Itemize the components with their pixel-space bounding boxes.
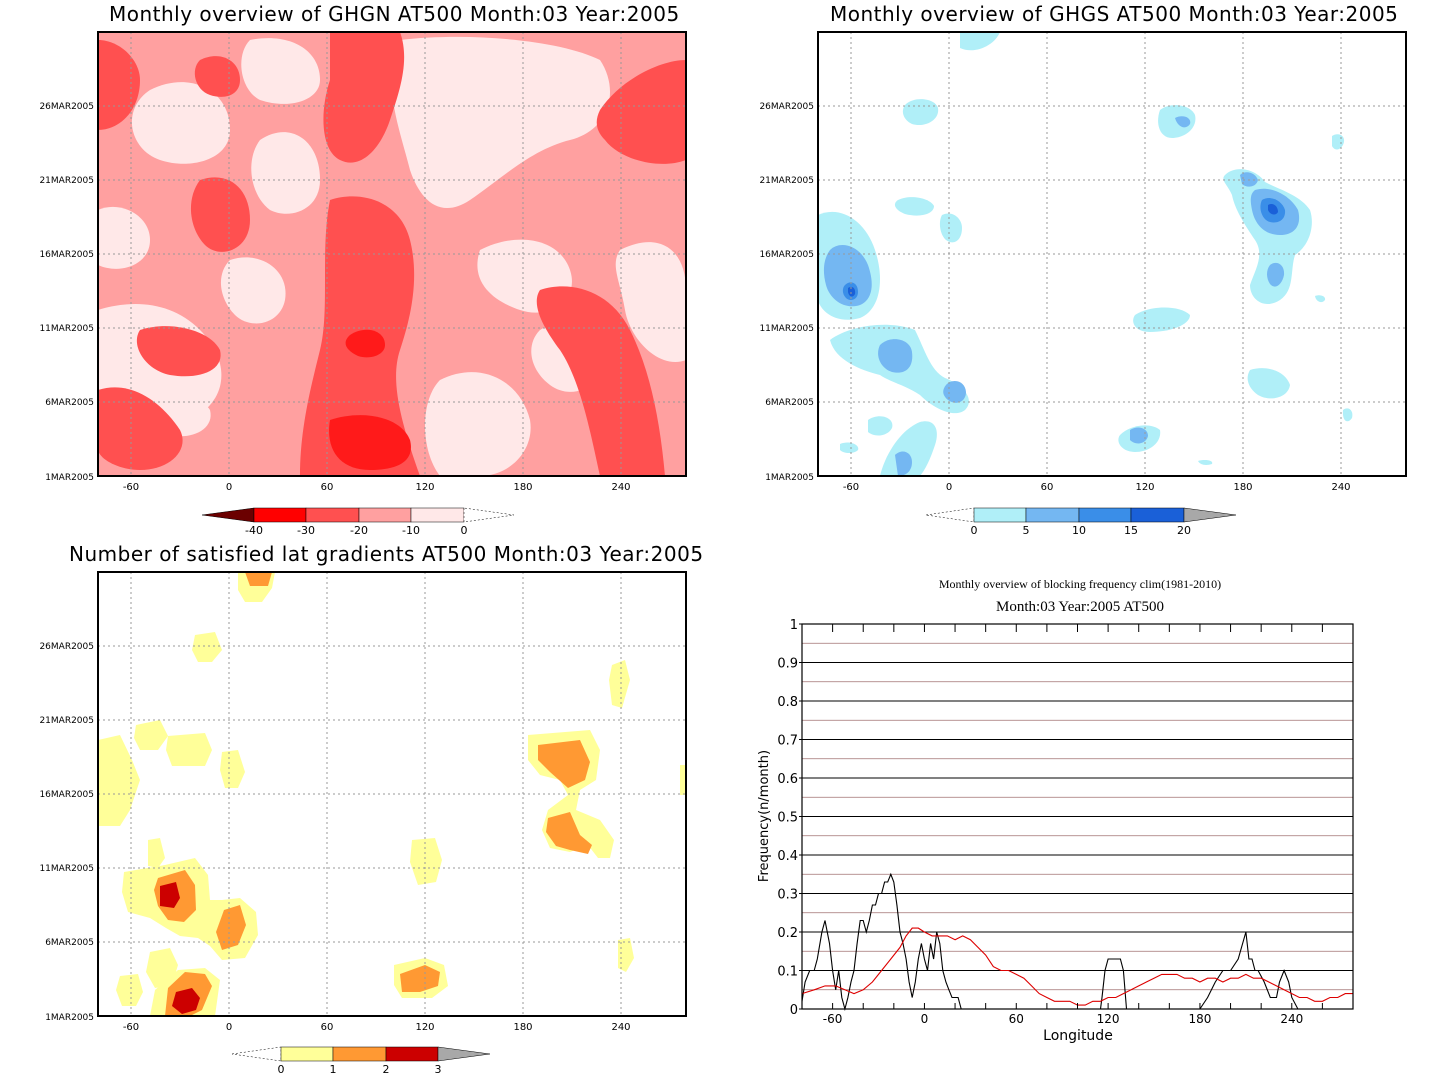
ghgn-ytick-0: 26MAR2005 xyxy=(39,102,94,112)
frequency-xtick-label: -60 xyxy=(823,1012,843,1026)
ghgn-ytick-3: 11MAR2005 xyxy=(39,324,94,334)
ghgs-xtick-2: 60 xyxy=(1041,482,1054,493)
lat-gradients-xtick-1: 0 xyxy=(226,1022,232,1033)
lat-gradients-xtick-5: 240 xyxy=(611,1022,630,1033)
frequency-ytick-label: 1 xyxy=(790,618,798,633)
lat-gradients-xtick-3: 120 xyxy=(415,1022,434,1033)
ghgn-ytick-1: 21MAR2005 xyxy=(39,176,94,186)
lat-gradients-title: Number of satisfied lat gradients AT500 … xyxy=(69,542,704,566)
ghgn-ytick-5: 1MAR2005 xyxy=(45,473,94,483)
lat-gradients-ytick-1: 21MAR2005 xyxy=(39,716,94,726)
ghgs-ytick-1: 21MAR2005 xyxy=(759,176,814,186)
frequency-xtick-label: 0 xyxy=(921,1012,929,1026)
frequency-ytick-label: 0.5 xyxy=(777,811,798,826)
ghgs-xtick-5: 240 xyxy=(1331,482,1350,493)
ghgn-cbar-label-1: -30 xyxy=(297,524,315,537)
frequency-xtick-label: 60 xyxy=(1009,1012,1024,1026)
frequency-ytick-label: 0.4 xyxy=(777,849,798,864)
lat-gradients-frame xyxy=(97,571,687,1017)
ghgs-ytick-5: 1MAR2005 xyxy=(765,473,814,483)
frequency-ytick-label: 0.2 xyxy=(777,926,798,941)
frequency-xtick-label: 240 xyxy=(1280,1012,1303,1026)
lat-gradients-xtick-2: 60 xyxy=(321,1022,334,1033)
ghgs-xtick-0: -60 xyxy=(843,482,859,493)
ghgs-xtick-1: 0 xyxy=(946,482,952,493)
ghgn-xtick-0: -60 xyxy=(123,482,139,493)
frequency-series-line-0 xyxy=(801,872,1353,1012)
frequency-series-line-1 xyxy=(801,927,1353,1006)
lat-gradients-ytick-2: 16MAR2005 xyxy=(39,790,94,800)
ghgs-ytick-4: 6MAR2005 xyxy=(765,398,814,408)
ghgn-plot: 26MAR2005 21MAR2005 16MAR2005 11MAR2005 … xyxy=(39,31,687,537)
lat-gradients-ytick-5: 1MAR2005 xyxy=(45,1013,94,1023)
frequency-xtick-label: 180 xyxy=(1188,1012,1211,1026)
ghgn-xtick-1: 0 xyxy=(226,482,232,493)
lat-gradients-cbar-label-2: 2 xyxy=(383,1063,390,1076)
frequency-ylabel: Frequency(n/month) xyxy=(757,750,772,882)
lat-gradients-xtick-0: -60 xyxy=(123,1022,139,1033)
frequency-series xyxy=(801,872,1353,1012)
frequency-xtick-label: 120 xyxy=(1097,1012,1120,1026)
ghgs-cbar-label-4: 20 xyxy=(1177,524,1191,537)
frequency-ytick-label: 0.6 xyxy=(777,772,798,787)
ghgs-title: Monthly overview of GHGS AT500 Month:03 … xyxy=(830,2,1399,26)
lat-gradients-grid xyxy=(98,572,686,1016)
ghgs-xtick-3: 120 xyxy=(1135,482,1154,493)
ghgn-xtick-3: 120 xyxy=(415,482,434,493)
frequency-ytick-label: 0.9 xyxy=(777,657,798,672)
frequency-grid xyxy=(802,623,1353,1010)
ghgn-ytick-4: 6MAR2005 xyxy=(45,398,94,408)
lat-gradients-xtick-4: 180 xyxy=(513,1022,532,1033)
ghgs-cbar-label-0: 0 xyxy=(971,524,978,537)
ghgn-xtick-5: 240 xyxy=(611,482,630,493)
frequency-ytick-label: 0.1 xyxy=(777,965,798,980)
ghgn-cbar-label-4: 0 xyxy=(461,524,468,537)
ghgn-colorbar: -40 -30 -20 -10 0 xyxy=(201,507,515,537)
ghgn-grid xyxy=(98,32,686,476)
ghgs-xtick-4: 180 xyxy=(1233,482,1252,493)
ghgs-cbar-label-1: 5 xyxy=(1023,524,1030,537)
frequency-ytick-label: 0 xyxy=(790,1003,798,1018)
ghgn-xtick-4: 180 xyxy=(513,482,532,493)
frequency-ticks: 0 0.1 0.2 0.3 0.4 0.5 0.6 0.7 0.8 0.9 1 -60 0 60 120 18… xyxy=(777,618,1354,1026)
ghgn-ytick-2: 16MAR2005 xyxy=(39,250,94,260)
lat-gradients-cbar-label-3: 3 xyxy=(435,1063,442,1076)
ghgn-cbar-label-3: -10 xyxy=(402,524,420,537)
frequency-xlabel: Longitude xyxy=(1043,1028,1113,1044)
ghgs-cbar-label-3: 15 xyxy=(1124,524,1138,537)
frequency-ytick-label: 0.7 xyxy=(777,734,798,749)
ghgn-frame xyxy=(97,31,687,477)
frequency-title: Month:03 Year:2005 AT500 xyxy=(996,599,1164,615)
frequency-ytick-label: 0.8 xyxy=(777,695,798,710)
lat-gradients-plot: 26MAR2005 21MAR2005 16MAR2005 11MAR2005 … xyxy=(39,571,687,1076)
lat-gradients-cbar-label-0: 0 xyxy=(278,1063,285,1076)
ghgn-cbar-label-2: -20 xyxy=(350,524,368,537)
lat-gradients-ytick-4: 6MAR2005 xyxy=(45,938,94,948)
ghgs-frame xyxy=(817,31,1407,477)
lat-gradients-ytick-0: 26MAR2005 xyxy=(39,642,94,652)
ghgs-ytick-2: 16MAR2005 xyxy=(759,250,814,260)
lat-gradients-cbar-label-1: 1 xyxy=(330,1063,337,1076)
ghgn-title: Monthly overview of GHGN AT500 Month:03 … xyxy=(109,2,680,26)
frequency-ytick-label: 0.3 xyxy=(777,888,798,903)
ghgn-cbar-label-0: -40 xyxy=(245,524,263,537)
lat-gradients-colorbar: 0 1 2 3 xyxy=(231,1046,491,1076)
ghgs-plot: 26MAR2005 21MAR2005 16MAR2005 11MAR2005 … xyxy=(759,31,1407,537)
ghgs-ytick-3: 11MAR2005 xyxy=(759,324,814,334)
ghgs-cbar-label-2: 10 xyxy=(1072,524,1086,537)
ghgs-ytick-0: 26MAR2005 xyxy=(759,102,814,112)
ghgs-grid xyxy=(818,32,1406,476)
ghgs-colorbar: 0 5 10 15 20 xyxy=(925,507,1237,537)
frequency-suptitle: Monthly overview of blocking frequency c… xyxy=(938,577,1222,591)
ghgn-xtick-2: 60 xyxy=(321,482,334,493)
lat-gradients-ytick-3: 11MAR2005 xyxy=(39,864,94,874)
